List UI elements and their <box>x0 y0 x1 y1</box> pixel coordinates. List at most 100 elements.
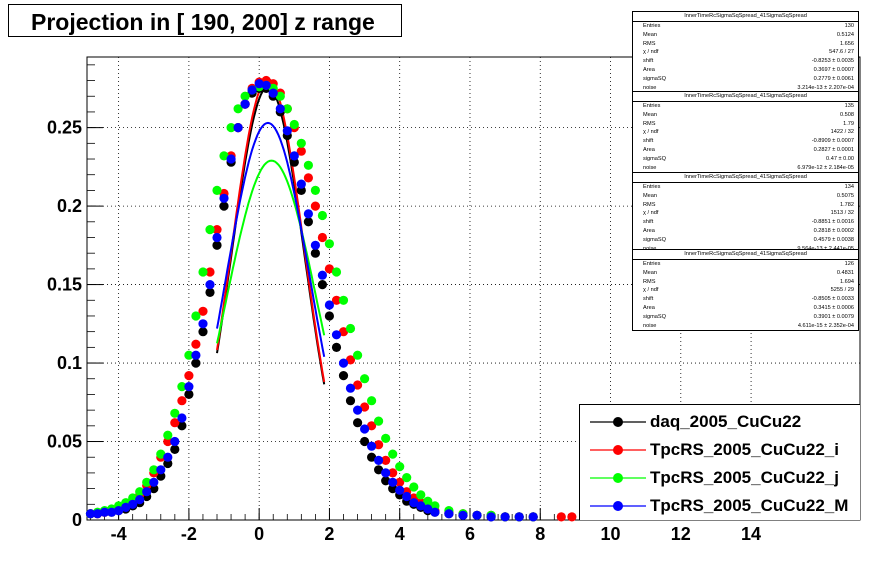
data-point <box>338 327 349 337</box>
data-point <box>219 201 229 211</box>
stats-row: χ / ndf 5255 / 29 <box>633 286 858 295</box>
data-point <box>177 421 187 431</box>
stats-key: shift <box>643 219 654 226</box>
stats-key: sigmaSQ <box>643 313 667 320</box>
data-point <box>128 499 138 509</box>
data-point <box>85 509 96 519</box>
data-point <box>324 239 334 249</box>
stats-box-title: InnerTimeRcSigmaSqSpread_41SigmaSqSpread <box>633 250 858 260</box>
data-point <box>303 173 313 183</box>
stats-row: noise 4.611e-15 ± 2.352e-04 <box>633 322 858 331</box>
data-point <box>374 465 384 475</box>
stats-key: χ / ndf <box>643 210 659 217</box>
stats-row: RMS 1.782 <box>633 201 858 210</box>
stats-box: InnerTimeRcSigmaSqSpread_41SigmaSqSpread… <box>632 91 859 174</box>
stats-value: 1.694 <box>840 278 854 285</box>
data-point <box>198 306 208 316</box>
stats-row: Area 0.2818 ± 0.0002 <box>633 227 858 236</box>
data-point <box>331 267 342 277</box>
data-point <box>114 506 124 516</box>
stats-value: 0.4831 <box>836 269 854 276</box>
stats-row: Area 0.3697 ± 0.0007 <box>633 66 858 75</box>
data-point <box>296 179 306 189</box>
data-point <box>317 210 327 221</box>
stats-key: Entries <box>643 261 661 267</box>
data-point <box>198 319 208 329</box>
data-point <box>395 477 405 487</box>
stats-value: 1.782 <box>840 201 854 208</box>
stats-row: shift -0.8253 ± 0.0035 <box>633 57 858 66</box>
stats-key: sigmaSQ <box>643 155 667 162</box>
data-point <box>233 123 243 133</box>
data-point <box>353 405 363 415</box>
legend-marker-icon <box>590 501 646 511</box>
stats-box: InnerTimeRcSigmaSqSpread_41SigmaSqSpread… <box>632 172 859 255</box>
stats-value: 0.2818 ± 0.0002 <box>813 227 854 234</box>
data-point <box>324 300 334 310</box>
stats-value: 1.656 <box>840 40 854 47</box>
data-point <box>163 458 173 469</box>
stats-box-title: InnerTimeRcSigmaSqSpread_41SigmaSqSpread <box>633 12 858 22</box>
stats-row: Area 0.2827 ± 0.0001 <box>633 146 858 155</box>
stats-row: sigmaSQ 0.3901 ± 0.0079 <box>633 313 858 322</box>
stats-value: 3.214e-13 ± 2.207e-04 <box>797 84 854 91</box>
data-point <box>324 311 334 321</box>
stats-row: χ / ndf 547.6 / 27 <box>633 48 858 57</box>
stats-key: RMS <box>643 278 656 285</box>
data-point <box>416 490 426 500</box>
data-point <box>416 501 426 511</box>
data-point <box>177 382 187 392</box>
data-point <box>163 452 173 462</box>
data-point <box>331 330 342 340</box>
data-point <box>374 440 384 450</box>
legend: daq_2005_CuCu22 TpcRS_2005_CuCu22_i TpcRS_… <box>579 404 860 520</box>
data-point <box>191 339 201 349</box>
data-point <box>135 495 145 505</box>
stats-key: sigmaSQ <box>643 236 667 243</box>
y-tick-label: 0.2 <box>57 196 82 216</box>
stats-key: Area <box>643 66 655 73</box>
x-tick-label: 0 <box>254 524 264 544</box>
stats-value: 134 <box>844 184 854 190</box>
stats-row: noise 6.979e-12 ± 2.184e-05 <box>633 164 858 173</box>
legend-label: TpcRS_2005_CuCu22_j <box>650 468 839 487</box>
stats-row: Entries 130 <box>633 22 858 31</box>
stats-key: Area <box>643 146 655 153</box>
data-point <box>170 444 180 454</box>
data-point <box>430 501 440 511</box>
data-point <box>177 396 187 406</box>
stats-key: shift <box>643 296 654 303</box>
legend-marker-icon <box>590 445 646 455</box>
data-point <box>198 267 208 277</box>
data-point <box>219 151 229 161</box>
data-point <box>360 436 370 447</box>
data-points <box>85 75 577 522</box>
stats-value: 6.979e-12 ± 2.184e-05 <box>797 164 854 171</box>
data-point <box>142 487 152 497</box>
legend-marker-icon <box>590 417 646 427</box>
data-point <box>303 217 313 227</box>
stats-row: RMS 1.656 <box>633 40 858 49</box>
data-point <box>170 436 180 447</box>
axes: -4 -2 0 2 4 6 8 10 12 14 0 0.05 0.1 0.15 0.2 0.25 <box>47 64 850 544</box>
data-point <box>226 154 236 164</box>
stats-value: 0.508 <box>840 111 854 118</box>
data-point <box>149 477 159 487</box>
data-point <box>275 91 285 101</box>
y-tick-label: 0.15 <box>47 275 82 295</box>
legend-label: TpcRS_2005_CuCu22_i <box>650 440 839 459</box>
legend-entry: daq_2005_CuCu22 <box>580 408 860 437</box>
data-point <box>324 264 334 274</box>
stats-key: Mean <box>643 31 657 38</box>
stats-value: 0.47 ± 0.00 <box>826 155 854 162</box>
data-point <box>528 512 538 522</box>
stats-row: Area 0.3415 ± 0.0006 <box>633 304 858 313</box>
stats-key: RMS <box>643 120 656 127</box>
data-point <box>128 493 138 503</box>
data-point <box>360 424 370 434</box>
data-point <box>472 510 482 520</box>
stats-key: Mean <box>643 192 657 199</box>
stats-value: 0.3697 ± 0.0007 <box>813 66 854 73</box>
x-tick-label: 10 <box>601 524 621 544</box>
stats-key: Area <box>643 227 655 234</box>
